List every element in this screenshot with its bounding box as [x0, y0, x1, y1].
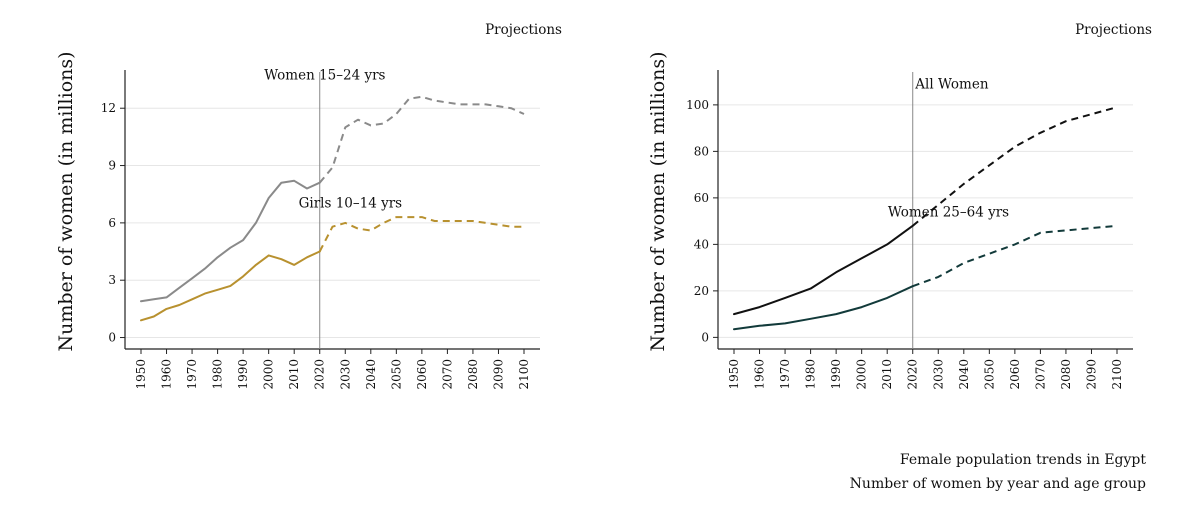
x-tick-label-2000: 2000 — [262, 359, 276, 390]
series-women-15-24-yrs-observed — [140, 179, 321, 303]
annotation-women-25-64-yrs: Women 25–64 yrs — [888, 204, 1009, 220]
left-chart-women-15-24-girls-10-14: 0 3 6 9 12 1950 1960 1970 1980 1990 2000 2010 2020 20… — [55, 22, 562, 390]
annotation-all-women: All Women — [914, 77, 989, 93]
x-tick-label-1970: 1970 — [185, 359, 199, 390]
x-tick-label-2080: 2080 — [1059, 359, 1073, 390]
x-tick-label-2100: 2100 — [517, 359, 531, 390]
x-tick-label-2020: 2020 — [906, 359, 920, 390]
x-tick-label-2030: 2030 — [931, 359, 945, 390]
series-girls-10-14-yrs-observed — [140, 250, 321, 322]
x-tick-label-1990: 1990 — [236, 359, 250, 390]
x-tick-label-2060: 2060 — [1008, 359, 1022, 390]
annotation-girls-10-14-yrs: Girls 10–14 yrs — [299, 196, 403, 212]
x-tick-label-2020: 2020 — [313, 359, 327, 390]
x-tick-label-2030: 2030 — [338, 359, 352, 390]
x-tick-label-2040: 2040 — [957, 359, 971, 390]
x-tick-label-2050: 2050 — [982, 359, 996, 390]
x-tick-label-2010: 2010 — [880, 359, 894, 390]
y-tick-label-100: 100 — [686, 98, 709, 112]
y-tick-label-3: 3 — [108, 273, 116, 287]
x-tick-label-2090: 2090 — [491, 359, 505, 390]
series-women-25-64-yrs-projected — [912, 224, 1118, 288]
caption-subtitle: Number of women by year and age group — [849, 476, 1146, 492]
x-tick-label-2090: 2090 — [1084, 359, 1098, 390]
x-tick-label-2010: 2010 — [287, 359, 301, 390]
x-tick-label-2100: 2100 — [1110, 359, 1124, 390]
x-tick-label-2050: 2050 — [389, 359, 403, 390]
series-girls-10-14-yrs-projected — [318, 216, 524, 252]
x-tick-label-1990: 1990 — [829, 359, 843, 390]
y-tick-label-20: 20 — [694, 284, 709, 298]
x-tick-label-2070: 2070 — [440, 359, 454, 390]
x-tick-label-1950: 1950 — [727, 359, 741, 390]
series-women-25-64-yrs-observed — [733, 285, 914, 331]
x-tick-label-2000: 2000 — [855, 359, 869, 390]
y-tick-label-60: 60 — [694, 191, 709, 205]
x-tick-label-1960: 1960 — [753, 359, 767, 390]
y-tick-label-40: 40 — [694, 237, 709, 251]
x-tick-label-1960: 1960 — [160, 359, 174, 390]
x-tick-label-2040: 2040 — [364, 359, 378, 390]
series-women-15-24-yrs-projected — [318, 95, 525, 184]
x-tick-label-2060: 2060 — [415, 359, 429, 390]
y-tick-label-12: 12 — [101, 101, 116, 115]
projections-label: Projections — [485, 22, 562, 38]
y-tick-label-80: 80 — [694, 144, 709, 158]
projections-label: Projections — [1075, 22, 1152, 38]
annotation-women-15-24-yrs: Women 15–24 yrs — [264, 68, 385, 84]
x-tick-label-1950: 1950 — [134, 359, 148, 390]
y-tick-label-0: 0 — [108, 331, 116, 345]
y-axis-title: Number of women (in millions) — [55, 51, 77, 351]
x-tick-label-1970: 1970 — [778, 359, 792, 390]
caption-title: Female population trends in Egypt — [899, 452, 1146, 468]
y-axis-title: Number of women (in millions) — [647, 51, 669, 351]
y-tick-label-9: 9 — [108, 159, 116, 173]
y-tick-label-6: 6 — [108, 216, 116, 230]
x-tick-label-1980: 1980 — [211, 359, 225, 390]
x-tick-label-2070: 2070 — [1033, 359, 1047, 390]
series-all-women-projected — [912, 106, 1118, 227]
x-tick-label-2080: 2080 — [466, 359, 480, 390]
y-tick-label-0: 0 — [701, 330, 709, 344]
x-tick-label-1980: 1980 — [804, 359, 818, 390]
series-all-women-observed — [733, 224, 914, 316]
